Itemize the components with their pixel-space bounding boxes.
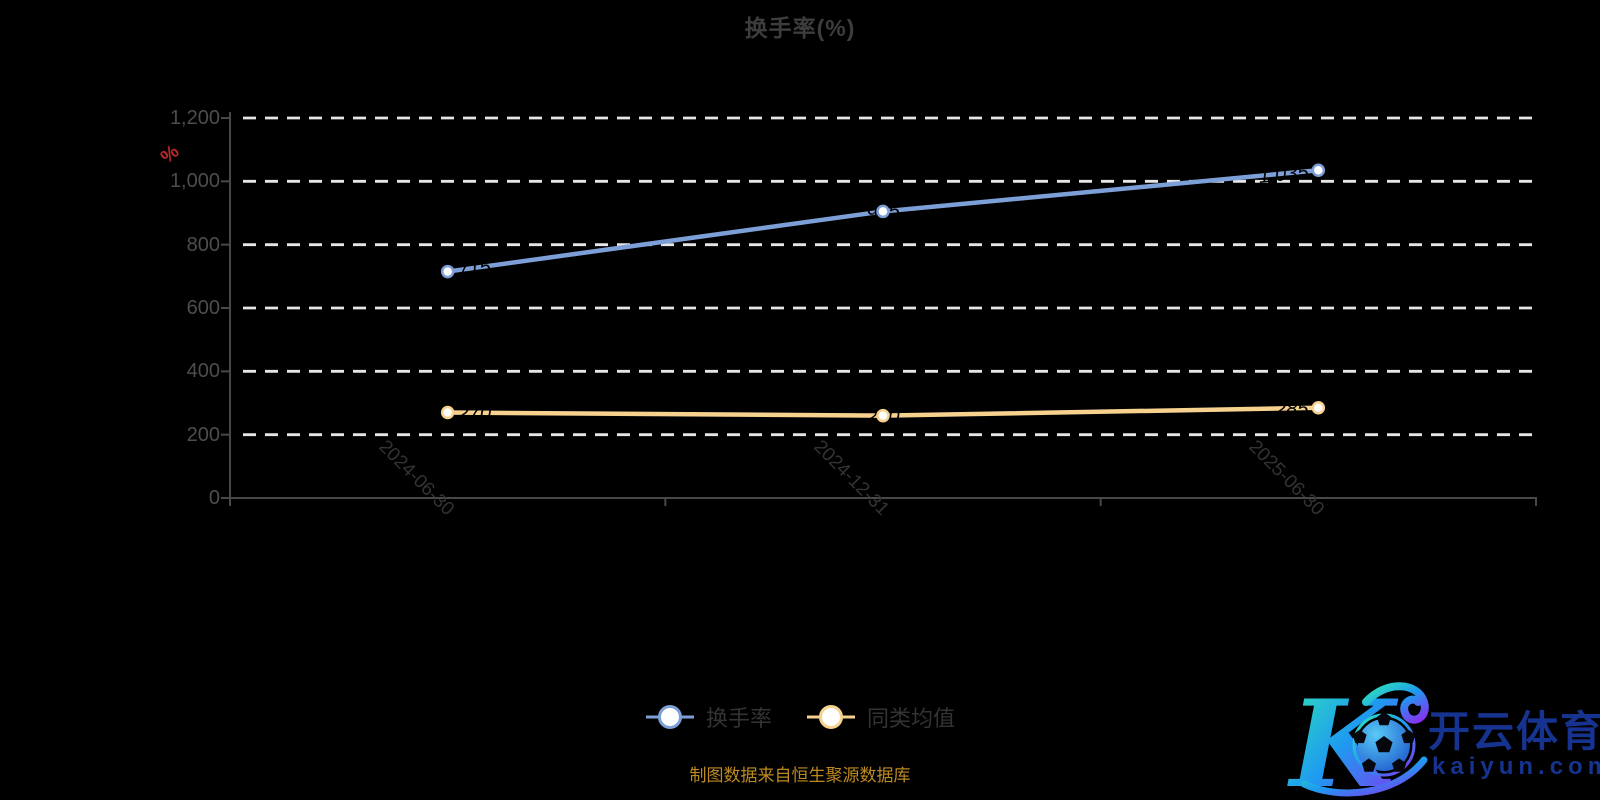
data-point-marker[interactable]: [876, 204, 890, 219]
data-point-marker[interactable]: [1311, 401, 1326, 415]
legend: 换手率 同类均值: [645, 701, 955, 733]
legend-item-average[interactable]: 同类均值: [806, 701, 955, 733]
swirl-flourish: [1362, 682, 1429, 724]
line-marker-icon: [645, 705, 694, 729]
y-axis-label: 0: [208, 487, 220, 509]
data-point-marker[interactable]: [440, 264, 455, 279]
data-source-caption: 制图数据来自恒生聚源数据库: [689, 766, 911, 785]
data-point-label: 1,035: [1258, 161, 1311, 188]
data-point-label: 270: [457, 403, 492, 425]
legend-item-turnover[interactable]: 换手率: [645, 701, 772, 733]
data-point-label: 715: [456, 256, 493, 282]
y-axis-label: 1,000: [169, 170, 220, 193]
data-point-marker[interactable]: [440, 405, 455, 420]
data-point-marker[interactable]: [1311, 163, 1326, 177]
y-axis-label: 600: [186, 297, 220, 319]
chart-title: 换手率(%): [744, 15, 856, 41]
y-axis-label: 800: [186, 233, 220, 256]
data-point-marker[interactable]: [876, 408, 890, 423]
swoosh-tail: [1300, 756, 1428, 797]
y-axis-label: 1,200: [169, 107, 220, 129]
brand-domain: kaiyun.com: [1432, 753, 1600, 780]
legend-label: 换手率: [705, 706, 772, 731]
brand-name: 开云体育: [1428, 708, 1600, 755]
y-axis-label: 200: [186, 423, 220, 446]
soccer-ball-icon: [1350, 712, 1418, 777]
line-marker-icon: [807, 705, 855, 729]
data-point-label: 285: [1274, 398, 1310, 421]
y-axis-label: 400: [186, 360, 220, 383]
legend-label: 同类均值: [867, 706, 956, 731]
watermark-logo[interactable]: K 开云体育 kaiyun.com: [1278, 668, 1600, 800]
